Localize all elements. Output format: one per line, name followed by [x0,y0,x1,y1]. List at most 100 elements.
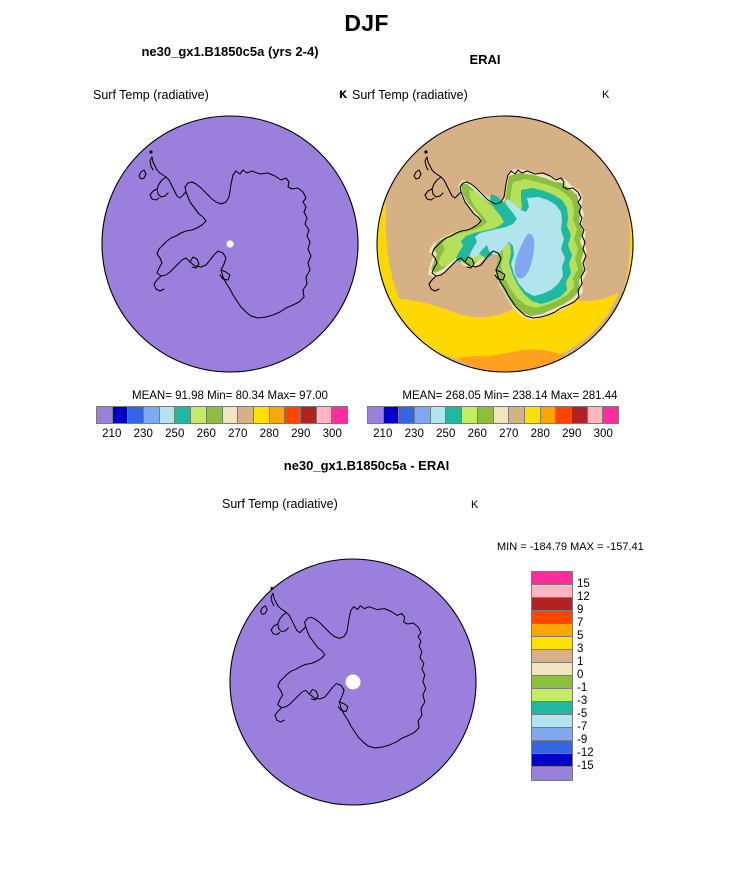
stats-model: MEAN= 91.98 Min= 80.34 Max= 97.00 [132,390,328,402]
cbar-cell [532,754,572,767]
variable-label-diff: Surf Temp (radiative) [222,497,338,511]
cbar-tick: -1 [577,682,588,694]
map-diff [228,555,478,810]
cbar-cell [191,407,207,423]
cbar-cell [206,407,223,423]
cbar-cell [316,407,333,423]
cbar-cell [383,407,400,423]
cbar-cell [368,407,384,423]
map-boundary-circle-model [101,115,359,373]
cbar-tick: 210 [373,428,393,440]
cbar-cell [571,407,588,423]
cbar-cell [300,407,317,423]
colorbar-diff-swatches [531,571,573,781]
cbar-cell [477,407,494,423]
cbar-tick: 300 [593,428,613,440]
cbar-tick: 250 [165,428,185,440]
cbar-cell [532,676,572,689]
cbar-tick: -7 [577,721,588,733]
coastline-model [138,150,312,319]
cbar-cell [253,407,270,423]
unit-label-obs: K [602,89,610,101]
cbar-cell [285,407,301,423]
cbar-tick: 12 [577,591,590,603]
cbar-tick: -5 [577,708,588,720]
colorbar-obs: 210 230 250 260 270 280 290 300 [367,406,619,444]
cbar-cell [532,741,572,754]
colorbar-model-ticks: 210 230 250 260 270 280 290 300 [96,428,348,444]
colorbar-obs-swatches [367,406,619,424]
map-boundary-circle-obs [376,115,634,373]
map-boundary-circle-diff [229,558,477,806]
cbar-tick: -3 [577,695,588,707]
cbar-cell [532,767,572,780]
coastline-obs [413,150,587,319]
cbar-cell [493,407,510,423]
cbar-tick: 210 [102,428,122,440]
cbar-cell [112,407,129,423]
obs-band-pale-cyan [470,197,565,296]
cbar-cell [532,637,572,650]
cbar-cell [532,702,572,715]
cbar-cell [446,407,463,423]
colorbar-diff: 15 12 9 7 5 3 1 0 -1 -3 -5 -7 -9 -12 -15 [531,571,641,786]
cbar-tick: 280 [530,428,550,440]
cbar-tick: 230 [404,428,424,440]
cbar-tick: 3 [577,643,584,655]
cbar-cell [603,407,618,423]
cbar-cell [128,407,145,423]
cbar-cell [532,689,572,702]
cbar-tick: 250 [436,428,456,440]
cbar-cell [222,407,239,423]
map-obs-svg [376,115,634,373]
cbar-cell [159,407,176,423]
unit-label-model: K [340,89,348,101]
cbar-cell [144,407,160,423]
cbar-tick: 280 [259,428,279,440]
colorbar-obs-ticks: 210 230 250 260 270 280 290 300 [367,428,619,444]
cbar-tick: -15 [577,760,594,772]
cbar-cell [415,407,431,423]
cbar-tick: -9 [577,734,588,746]
cbar-cell [97,407,113,423]
cbar-cell [238,407,254,423]
cbar-cell [587,407,604,423]
cbar-tick: 15 [577,578,590,590]
variable-label-model: Surf Temp (radiative) [93,88,209,102]
cbar-cell [532,715,572,728]
cbar-cell [399,407,416,423]
map-diff-svg [229,558,477,806]
cbar-cell [532,650,572,663]
colorbar-model: 210 230 250 260 270 280 290 300 [96,406,348,444]
panel-title-diff: ne30_gx1.B1850c5a - ERAI [283,458,450,473]
cbar-tick: 290 [562,428,582,440]
cbar-cell [532,598,572,611]
cbar-cell [430,407,447,423]
cbar-cell [332,407,347,423]
stats-obs: MEAN= 268.05 Min= 238.14 Max= 281.44 [402,390,618,402]
south-pole-marker-diff [345,674,361,690]
cbar-tick: 300 [322,428,342,440]
cbar-tick: 270 [499,428,519,440]
cbar-tick: 270 [228,428,248,440]
panel-title-model: ne30_gx1.B1850c5a (yrs 2-4) [141,44,319,59]
panel-title-obs: ERAI [469,52,501,67]
cbar-cell [556,407,572,423]
cbar-tick: 260 [196,428,216,440]
south-pole-marker-model [226,240,234,248]
unit-label-obs-left: K [339,89,347,101]
cbar-tick: 290 [291,428,311,440]
cbar-tick: 9 [577,604,584,616]
cbar-tick: 1 [577,656,584,668]
cbar-tick: 0 [577,669,584,681]
cbar-cell [532,572,572,585]
cbar-tick: 260 [467,428,487,440]
cbar-cell [540,407,557,423]
obs-band-interior-blue [514,233,535,279]
cbar-cell [524,407,541,423]
cbar-cell [532,728,572,741]
cbar-cell [269,407,286,423]
colorbar-model-swatches [96,406,348,424]
unit-label-diff: K [471,499,479,511]
variable-label-obs: Surf Temp (radiative) [352,88,468,102]
